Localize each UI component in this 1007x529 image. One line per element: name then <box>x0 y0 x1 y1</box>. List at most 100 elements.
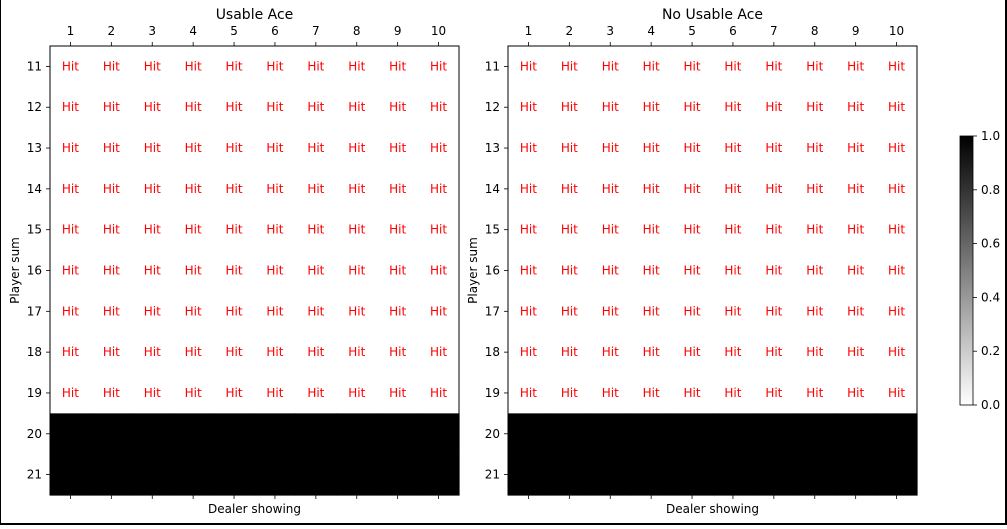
usable-ace-heatmap-cell <box>213 168 256 210</box>
usable-ace-heatmap-cell <box>336 290 378 333</box>
no-usable-ace-cell-label: Hit <box>847 223 864 237</box>
usable-ace-heatmap-cell <box>90 250 133 292</box>
no-usable-ace-cell-label: Hit <box>520 59 537 73</box>
usable-ace-x-tick-label: 2 <box>108 24 116 38</box>
usable-ace-cell-label: Hit <box>430 264 447 278</box>
usable-ace-heatmap-cell <box>254 372 296 414</box>
usable-ace-x-tick-label: 8 <box>353 24 361 38</box>
usable-ace-y-axis-label: Player sum <box>8 237 22 304</box>
usable-ace-cell-label: Hit <box>144 345 161 359</box>
no-usable-ace-cell-label: Hit <box>888 304 905 318</box>
usable-ace-cell-label: Hit <box>348 386 365 400</box>
no-usable-ace-heatmap-cell <box>876 86 918 129</box>
no-usable-ace-cell-label: Hit <box>643 141 660 155</box>
usable-ace-cell-label: Hit <box>348 223 365 237</box>
no-usable-ace-heatmap-cell <box>712 413 754 455</box>
usable-ace-cell-label: Hit <box>103 304 120 318</box>
usable-ace-cell-label: Hit <box>185 223 202 237</box>
no-usable-ace-y-tick-label: 14 <box>485 182 500 196</box>
no-usable-ace-x-tick-label: 7 <box>770 24 778 38</box>
no-usable-ace-heatmap-cell <box>753 209 795 251</box>
no-usable-ace-cell-label: Hit <box>561 386 578 400</box>
colorbar-tick-label: 0.6 <box>981 237 1000 251</box>
usable-ace-heatmap-cell <box>213 331 256 374</box>
usable-ace-cell-label: Hit <box>185 59 202 73</box>
usable-ace-heatmap-cell <box>418 372 460 414</box>
colorbar-tick-label: 1.0 <box>981 129 1000 143</box>
usable-ace-heatmap-cell <box>418 86 460 129</box>
no-usable-ace-heatmap-cell <box>835 127 877 170</box>
usable-ace-heatmap-cell <box>90 86 133 129</box>
usable-ace-heatmap-cell <box>90 413 133 455</box>
no-usable-ace-heatmap-cell <box>835 372 877 414</box>
usable-ace-heatmap-cell <box>172 331 215 374</box>
no-usable-ace-heatmap-cell <box>548 46 591 88</box>
no-usable-ace-heatmap-cell <box>589 250 632 292</box>
no-usable-ace-heatmap-cell <box>548 86 591 129</box>
usable-ace-heatmap-cell <box>90 331 133 374</box>
usable-ace-cell-label: Hit <box>226 345 243 359</box>
usable-ace-cell-label: Hit <box>226 100 243 114</box>
no-usable-ace-heatmap-cell <box>671 86 714 129</box>
usable-ace-heatmap-cell <box>336 331 378 374</box>
usable-ace-heatmap-cell <box>131 46 174 88</box>
no-usable-ace-cell-label: Hit <box>520 345 537 359</box>
no-usable-ace-cell-label: Hit <box>765 264 782 278</box>
no-usable-ace-heatmap-cell <box>712 331 754 374</box>
usable-ace-cell-label: Hit <box>266 223 283 237</box>
no-usable-ace-cell-label: Hit <box>520 100 537 114</box>
no-usable-ace-cell-label: Hit <box>806 386 823 400</box>
no-usable-ace-y-tick-label: 16 <box>485 264 500 278</box>
no-usable-ace-heatmap-cell <box>548 168 591 210</box>
usable-ace-heatmap-cell <box>254 46 296 88</box>
no-usable-ace-heatmap-cell <box>630 290 673 333</box>
no-usable-ace-heatmap-cell <box>671 250 714 292</box>
no-usable-ace-cell-label: Hit <box>847 59 864 73</box>
no-usable-ace-cell-label: Hit <box>602 59 619 73</box>
no-usable-ace-cell-label: Hit <box>602 141 619 155</box>
usable-ace-heatmap-cell <box>377 290 419 333</box>
no-usable-ace-y-tick-label: 15 <box>485 223 500 237</box>
no-usable-ace-cell-label: Hit <box>888 141 905 155</box>
no-usable-ace-heatmap-cell <box>589 86 632 129</box>
usable-ace-cell-label: Hit <box>307 345 324 359</box>
usable-ace-cell-label: Hit <box>430 100 447 114</box>
usable-ace-cell-label: Hit <box>389 59 406 73</box>
no-usable-ace-cell-label: Hit <box>684 264 701 278</box>
usable-ace-y-tick-label: 21 <box>27 468 42 482</box>
no-usable-ace-cell-label: Hit <box>888 345 905 359</box>
usable-ace-cell-label: Hit <box>266 141 283 155</box>
usable-ace-heatmap-cell <box>172 413 215 455</box>
usable-ace-heatmap-cell <box>172 46 215 88</box>
usable-ace-cell-label: Hit <box>307 141 324 155</box>
no-usable-ace-heatmap-cell <box>753 454 795 496</box>
colorbar-tick-label: 0.2 <box>981 344 1000 358</box>
usable-ace-y-tick-label: 14 <box>27 182 42 196</box>
no-usable-ace-heatmap-cell <box>671 290 714 333</box>
no-usable-ace-x-tick-label: 6 <box>729 24 737 38</box>
no-usable-ace-heatmap-cell <box>589 413 632 455</box>
usable-ace-heatmap-cell <box>295 127 337 170</box>
no-usable-ace-cell-label: Hit <box>724 264 741 278</box>
no-usable-ace-cell-label: Hit <box>847 345 864 359</box>
no-usable-ace-heatmap-cell <box>753 413 795 455</box>
no-usable-ace-cell-label: Hit <box>847 141 864 155</box>
no-usable-ace-heatmap-cell <box>753 127 795 170</box>
no-usable-ace-heatmap-cell <box>671 372 714 414</box>
no-usable-ace-heatmap-cell <box>712 86 754 129</box>
no-usable-ace-cell-label: Hit <box>643 182 660 196</box>
usable-ace-cell-label: Hit <box>144 304 161 318</box>
usable-ace-heatmap-cell <box>295 372 337 414</box>
no-usable-ace-heatmap-cell <box>794 290 836 333</box>
usable-ace-cell-label: Hit <box>430 182 447 196</box>
usable-ace-heatmap-cell <box>336 413 378 455</box>
usable-ace-heatmap-cell <box>254 168 296 210</box>
no-usable-ace-cell-label: Hit <box>684 141 701 155</box>
usable-ace-cell-label: Hit <box>144 264 161 278</box>
no-usable-ace-heatmap-cell <box>876 209 918 251</box>
no-usable-ace-heatmap-cell <box>876 168 918 210</box>
no-usable-ace-heatmap-cell <box>630 127 673 170</box>
usable-ace-heatmap-cell <box>213 372 256 414</box>
